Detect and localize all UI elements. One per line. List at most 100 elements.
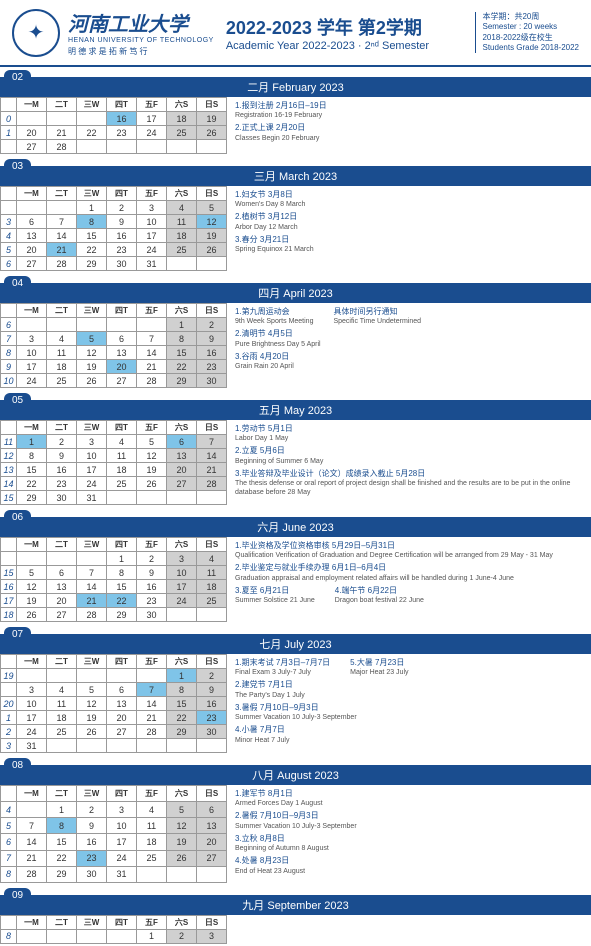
month-block: 04四月 April 2023一M二T三W四T五F六S日S61273456789… (0, 273, 591, 388)
university-motto: 明 德 求 是 拓 新 笃 行 (68, 46, 214, 57)
calendar-cell: 26 (137, 477, 167, 491)
calendar-cell: 5 (197, 201, 227, 215)
event-item: 1.毕业资格及学位资格审核 5月29日–5月31日Qualification V… (235, 541, 583, 560)
calendar-cell: 8 (167, 332, 197, 346)
calendar-cell: 27 (17, 257, 47, 271)
event-desc: Spring Equinox 21 March (235, 245, 583, 254)
day-header: 六S (167, 98, 197, 112)
calendar-cell: 7 (17, 818, 47, 834)
week-number: 5 (1, 243, 17, 257)
calendar-cell: 18 (47, 711, 77, 725)
event-desc: Major Heat 23 July (350, 668, 408, 677)
event-title: 3.春分 3月21日 (235, 235, 583, 245)
calendar-cell: 23 (47, 477, 77, 491)
calendar-table: 一M二T三W四T五F六S日S11123456712891011121314131… (0, 420, 227, 505)
calendar-cell: 30 (107, 257, 137, 271)
calendar-cell: 23 (197, 360, 227, 374)
event-desc: Graduation appraisal and employment rela… (235, 574, 583, 583)
week-number: 13 (1, 463, 17, 477)
month-tab: 07 (4, 627, 31, 642)
calendar-cell: 11 (47, 346, 77, 360)
event-desc: Classes Begin 20 February (235, 134, 583, 143)
day-header: 五F (137, 786, 167, 802)
day-header: 一M (17, 304, 47, 318)
event-item: 1.妇女节 3月8日Women's Day 8 March (235, 190, 583, 209)
calendar-cell: 28 (197, 477, 227, 491)
calendar-cell: 8 (47, 818, 77, 834)
event-desc: 9th Week Sports Meeting (235, 317, 313, 326)
calendar-cell: 23 (197, 711, 227, 725)
day-header: 三W (77, 187, 107, 201)
event-desc: Specific Time Undetermined (333, 317, 421, 326)
calendar-cell: 1 (47, 802, 77, 818)
calendar-cell: 24 (167, 594, 197, 608)
meta-grade-en: Students Grade 2018-2022 (482, 43, 579, 53)
week-number: 11 (1, 435, 17, 449)
calendar-cell: 30 (77, 866, 107, 882)
event-title: 3.谷雨 4月20日 (235, 352, 583, 362)
calendar-table: 一M二T三W四T五F六S日S19123456789201011121314151… (0, 654, 227, 753)
event-desc: Final Exam 3 July-7 July (235, 668, 330, 677)
meta-block: 本学期：共20周 Semester : 20 weeks 2018-2022级在… (475, 12, 579, 54)
event-title: 1.毕业资格及学位资格审核 5月29日–5月31日 (235, 541, 583, 551)
calendar-cell (77, 669, 107, 683)
calendar-cell (137, 140, 167, 154)
calendar-cell: 4 (137, 802, 167, 818)
week-number: 2 (1, 725, 17, 739)
calendar-cell: 18 (167, 112, 197, 126)
day-header: 三W (77, 915, 107, 929)
week-number (1, 201, 17, 215)
day-header: 日S (197, 98, 227, 112)
calendar-cell (107, 491, 137, 505)
calendar-cell: 25 (167, 126, 197, 140)
calendar-cell: 24 (17, 725, 47, 739)
calendar-cell: 30 (47, 491, 77, 505)
calendar-cell: 8 (167, 683, 197, 697)
calendar-cell: 12 (167, 818, 197, 834)
calendar-cell: 2 (197, 318, 227, 332)
calendar-cell: 2 (137, 552, 167, 566)
event-item: 2.清明节 4月5日Pure Brightness Day 5 April (235, 329, 583, 348)
day-header: 四T (107, 915, 137, 929)
calendar-cell: 14 (197, 449, 227, 463)
calendar-cell: 3 (137, 201, 167, 215)
events-list: 1.劳动节 5月1日Labor Day 1 May2.立夏 5月6日Beginn… (227, 420, 591, 505)
calendar-cell: 14 (77, 580, 107, 594)
calendar-cell: 21 (197, 463, 227, 477)
month-block: 05五月 May 2023一M二T三W四T五F六S日S1112345671289… (0, 390, 591, 505)
month-tab: 05 (4, 393, 31, 408)
day-header: 二T (47, 187, 77, 201)
week-number (1, 140, 17, 154)
calendar-cell: 30 (197, 374, 227, 388)
calendar-cell: 22 (17, 477, 47, 491)
month-block: 02二月 February 2023一M二T三W四T五F六S日S01617181… (0, 67, 591, 154)
calendar-cell: 4 (47, 332, 77, 346)
calendar-cell (107, 318, 137, 332)
meta-weeks-cn: 本学期：共20周 (482, 12, 579, 22)
calendar-cell: 23 (77, 850, 107, 866)
month-bar: 九月 September 2023 (0, 895, 591, 915)
day-header: 五F (137, 187, 167, 201)
calendar-cell (47, 669, 77, 683)
calendar-cell: 31 (107, 866, 137, 882)
calendar-cell (137, 318, 167, 332)
calendar-cell: 21 (137, 360, 167, 374)
calendar-cell: 16 (107, 112, 137, 126)
calendar-cell: 26 (17, 608, 47, 622)
calendar-cell: 28 (77, 608, 107, 622)
title-en: Academic Year 2022-2023 · 2ⁿᵈ Semester (226, 40, 476, 52)
day-header: 六S (167, 421, 197, 435)
events-list: 1.第九周运动会9th Week Sports Meeting具体时间另行通知S… (227, 303, 591, 388)
month-tab: 03 (4, 159, 31, 174)
calendar-cell: 5 (137, 435, 167, 449)
calendar-cell: 11 (167, 215, 197, 229)
event-title: 1.建军节 8月1日 (235, 789, 583, 799)
week-number: 17 (1, 594, 17, 608)
calendar-cell: 18 (107, 463, 137, 477)
event-item: 2.毕业鉴定与就业手续办理 6月1日–6月4日Graduation apprai… (235, 563, 583, 582)
event-item: 1.报到注册 2月16日–19日Registration 16-19 Febru… (235, 101, 583, 120)
calendar-cell: 12 (77, 697, 107, 711)
calendar-cell: 18 (137, 834, 167, 850)
calendar-cell: 7 (77, 566, 107, 580)
week-number: 6 (1, 257, 17, 271)
